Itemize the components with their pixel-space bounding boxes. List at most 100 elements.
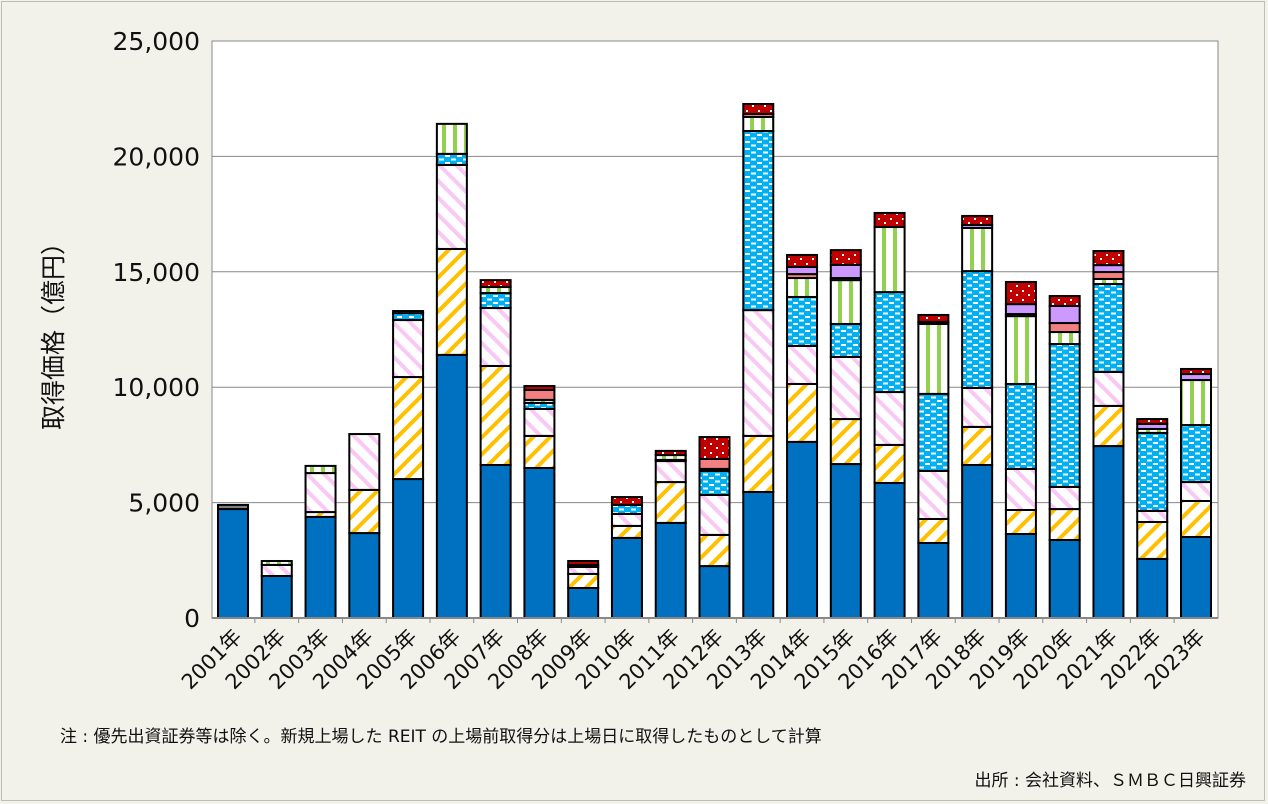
bar-segment bbox=[479, 307, 512, 367]
bar-segment bbox=[1048, 538, 1081, 620]
bar-segment bbox=[873, 443, 906, 484]
bar-segment bbox=[304, 464, 337, 475]
bar-segment bbox=[698, 436, 731, 460]
bar-segment bbox=[786, 344, 819, 385]
bar-segment bbox=[786, 295, 819, 347]
bar-segment bbox=[961, 425, 994, 466]
y-tick-label: 0 bbox=[184, 604, 200, 633]
bar-segment bbox=[479, 292, 512, 310]
bar-segment bbox=[829, 463, 862, 619]
bar-segment bbox=[217, 503, 249, 511]
source-note: 出所 : 会社資料、ＳＭＢＣ日興証券 bbox=[974, 771, 1246, 791]
bar-segment bbox=[1136, 431, 1169, 512]
bar-segment bbox=[829, 279, 862, 325]
bar-segment bbox=[392, 478, 425, 620]
bar-segment bbox=[1180, 424, 1212, 484]
bar-segment bbox=[304, 515, 337, 620]
bar-segment bbox=[392, 319, 425, 379]
bar-segment bbox=[1092, 370, 1125, 407]
bar-segment bbox=[1180, 379, 1212, 427]
y-tick-label: 5,000 bbox=[128, 489, 200, 518]
bar-segment bbox=[610, 496, 643, 506]
bar-segment bbox=[1048, 343, 1081, 488]
bar-segment bbox=[917, 541, 950, 619]
bar-segment bbox=[260, 574, 293, 619]
bar-segment bbox=[1136, 557, 1169, 620]
bar-segment bbox=[567, 572, 600, 589]
bar-segment bbox=[392, 312, 425, 322]
bar-segment bbox=[523, 434, 556, 469]
bar-segment bbox=[610, 512, 643, 527]
bar-segment bbox=[1004, 467, 1037, 511]
y-tick-label: 15,000 bbox=[113, 258, 200, 287]
bar-segment bbox=[829, 263, 862, 280]
bar-segment bbox=[698, 493, 731, 536]
bar-segment bbox=[435, 247, 468, 356]
bar-segment bbox=[567, 586, 600, 619]
bar-segment bbox=[1004, 315, 1037, 385]
bar-segment bbox=[786, 265, 819, 276]
bar-segment bbox=[392, 376, 425, 481]
bar-segment bbox=[479, 364, 512, 466]
bar-segment bbox=[698, 565, 731, 620]
bar-segment bbox=[1136, 509, 1169, 523]
bar-segment bbox=[654, 449, 687, 457]
bar-segment bbox=[654, 481, 687, 524]
bar-segment bbox=[742, 103, 775, 115]
bar-segment bbox=[873, 211, 906, 229]
bar-segment bbox=[1004, 508, 1037, 535]
bar-segment bbox=[786, 440, 819, 619]
bar-segment bbox=[1004, 303, 1037, 316]
bar-segment bbox=[917, 322, 950, 395]
bar-segment bbox=[567, 565, 600, 575]
bar-segment bbox=[523, 407, 556, 437]
bar-segment bbox=[1048, 331, 1081, 346]
bar-segment bbox=[1048, 295, 1081, 307]
bar-segment bbox=[1048, 508, 1081, 541]
bar-segment bbox=[435, 122, 468, 155]
bar-segment bbox=[654, 460, 687, 484]
bar-segment bbox=[961, 270, 994, 389]
bar-segment bbox=[742, 490, 775, 619]
bar-segment bbox=[479, 279, 512, 289]
bar-segment bbox=[523, 388, 556, 401]
bar-segment bbox=[435, 152, 468, 166]
bar-segment bbox=[698, 469, 731, 496]
bar-segment bbox=[260, 563, 293, 577]
bar-segment bbox=[742, 434, 775, 493]
bar-segment bbox=[304, 472, 337, 514]
y-tick-label: 25,000 bbox=[113, 27, 200, 56]
bar-segment bbox=[742, 130, 775, 312]
bar-segment bbox=[217, 508, 249, 620]
bar-segment bbox=[348, 532, 381, 620]
bar-segment bbox=[348, 488, 381, 535]
bar-segment bbox=[1092, 264, 1125, 274]
bar-segment bbox=[260, 559, 293, 566]
bar-segment bbox=[873, 481, 906, 619]
bar-segment bbox=[523, 466, 556, 620]
bar-segment bbox=[873, 391, 906, 446]
bar-segment bbox=[1180, 535, 1212, 619]
bar-segment bbox=[1180, 481, 1212, 502]
bar-segment bbox=[435, 163, 468, 250]
bar-segment bbox=[917, 517, 950, 544]
bar-segment bbox=[786, 277, 819, 298]
bar-segment bbox=[1180, 499, 1212, 538]
bar-segment bbox=[829, 355, 862, 421]
bar-segment bbox=[1004, 382, 1037, 470]
bar-segment bbox=[829, 418, 862, 466]
bar-segment bbox=[742, 309, 775, 437]
bar-segment bbox=[698, 457, 731, 470]
bar-segment bbox=[654, 521, 687, 619]
bar-segment bbox=[829, 249, 862, 266]
bar-segment bbox=[1048, 322, 1081, 334]
bar-segment bbox=[917, 313, 950, 323]
bar-segment bbox=[1048, 304, 1081, 325]
bar-segment bbox=[917, 392, 950, 472]
bar-segment bbox=[698, 533, 731, 568]
bar-segment bbox=[479, 463, 512, 620]
bar-segment bbox=[610, 524, 643, 539]
bar-segment bbox=[873, 291, 906, 394]
